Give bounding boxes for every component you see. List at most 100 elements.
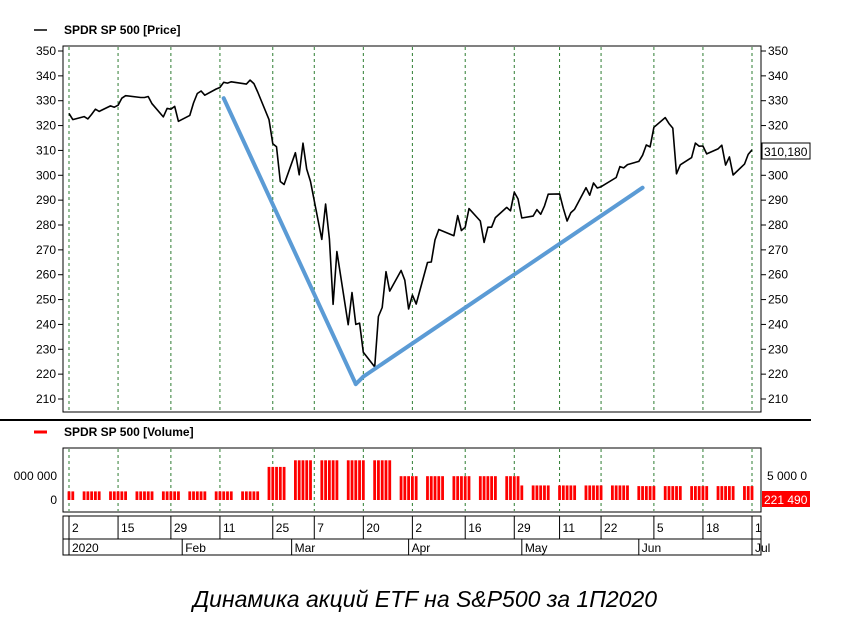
volume-bar [618, 485, 622, 500]
volume-bar [358, 460, 361, 500]
x-month-tick-label: May [525, 541, 548, 555]
volume-bar [256, 491, 260, 500]
x-day-tick-label: 2 [72, 521, 79, 535]
y-tick-label-right: 290 [768, 193, 788, 207]
volume-bar [120, 491, 124, 500]
y-tick-label-left: 330 [36, 94, 56, 108]
x-day-tick-label: 5 [657, 521, 664, 535]
volume-bar [720, 486, 724, 500]
volume-bar [512, 476, 516, 500]
x-day-tick-label: 7 [317, 521, 324, 535]
volume-bar [490, 476, 494, 500]
volume-bar [637, 486, 641, 500]
price-y-axis-right: 3503403303203103002902802702602502402302… [761, 44, 788, 406]
volume-bar [218, 491, 222, 500]
y-tick-label-left: 260 [36, 268, 56, 282]
volume-bar [309, 460, 312, 500]
x-day-tick-label: 11 [563, 521, 576, 535]
volume-bar [282, 466, 286, 500]
volume-bar [599, 485, 603, 500]
volume-bar [622, 485, 626, 500]
volume-bar [546, 485, 550, 500]
x-day-tick-label: 2 [415, 521, 422, 535]
y-tick-label-right: 280 [768, 218, 788, 232]
volume-bar [173, 491, 177, 500]
volume-bar [486, 476, 490, 500]
volume-bar [403, 476, 407, 500]
x-day-tick-label: 20 [366, 521, 380, 535]
volume-bar [388, 460, 392, 500]
volume-bar [478, 476, 482, 500]
y-tick-label-left: 240 [36, 317, 56, 331]
volume-bar [86, 491, 90, 500]
volume-bar [71, 491, 75, 500]
volume-bar [573, 485, 577, 500]
volume-bar [705, 486, 709, 500]
volume-bar [750, 486, 754, 500]
y-tick-label-right: 340 [768, 69, 788, 83]
volume-bar [97, 491, 101, 500]
volume-legend-label: SPDR SP 500 [Volume] [64, 425, 194, 439]
volume-bar [456, 476, 460, 500]
volume-bar [678, 486, 682, 500]
volume-y-tick-upper: 000 000 [14, 469, 58, 483]
volume-bar [195, 491, 199, 500]
volume-bar [595, 485, 599, 500]
price-legend-label: SPDR SP 500 [Price] [64, 23, 181, 37]
volume-bar [727, 486, 731, 500]
x-month-tick-label: Apr [412, 541, 431, 555]
x-day-tick-label: 15 [121, 521, 135, 535]
volume-bar [161, 491, 165, 500]
volume-bar [648, 486, 652, 500]
volume-bar [143, 491, 146, 500]
y-tick-label-right: 220 [768, 367, 788, 381]
volume-bar [150, 491, 154, 500]
volume-bar [663, 486, 667, 500]
volume-bar [743, 486, 746, 500]
volume-y-tick-zero: 0 [50, 493, 57, 507]
price-line [68, 79, 753, 368]
trend-line [361, 185, 645, 379]
volume-bar [690, 486, 694, 500]
trend-line [221, 96, 358, 387]
volume-bar [350, 460, 354, 500]
y-tick-label-right: 240 [768, 317, 788, 331]
volume-bar [203, 491, 207, 500]
volume-bar [414, 476, 418, 500]
volume-bar [229, 491, 233, 500]
volume-bar [716, 486, 720, 500]
volume-bar [426, 476, 429, 500]
x-day-tick-label: 18 [706, 521, 720, 535]
volume-bar [584, 485, 588, 500]
volume-bar [146, 491, 150, 500]
volume-bar [543, 485, 546, 500]
volume-bar [505, 476, 509, 500]
volume-bar [335, 460, 339, 500]
y-tick-label-left: 220 [36, 367, 56, 381]
volume-bar [331, 460, 335, 500]
volume-bar [441, 476, 444, 500]
y-tick-label-right: 330 [768, 94, 788, 108]
volume-bar [248, 491, 252, 500]
y-tick-label-left: 280 [36, 218, 56, 232]
volume-bar [278, 466, 282, 500]
volume-bar [244, 491, 248, 500]
volume-bar [516, 476, 520, 500]
volume-bar [399, 476, 403, 500]
volume-bar [222, 491, 226, 500]
volume-bar [667, 486, 671, 500]
y-tick-label-right: 270 [768, 243, 788, 257]
volume-bar [361, 460, 365, 500]
volume-y-tick-right: 5 000 0 [767, 469, 807, 483]
volume-bar [67, 491, 71, 500]
volume-bar [275, 466, 278, 500]
volume-bar [437, 476, 441, 500]
volume-bar [188, 491, 192, 500]
y-tick-label-right: 350 [768, 44, 788, 58]
y-tick-label-left: 310 [36, 143, 56, 157]
volume-bar [558, 485, 561, 500]
volume-bar [165, 491, 169, 500]
volume-bar [565, 485, 569, 500]
volume-bar [377, 460, 380, 500]
